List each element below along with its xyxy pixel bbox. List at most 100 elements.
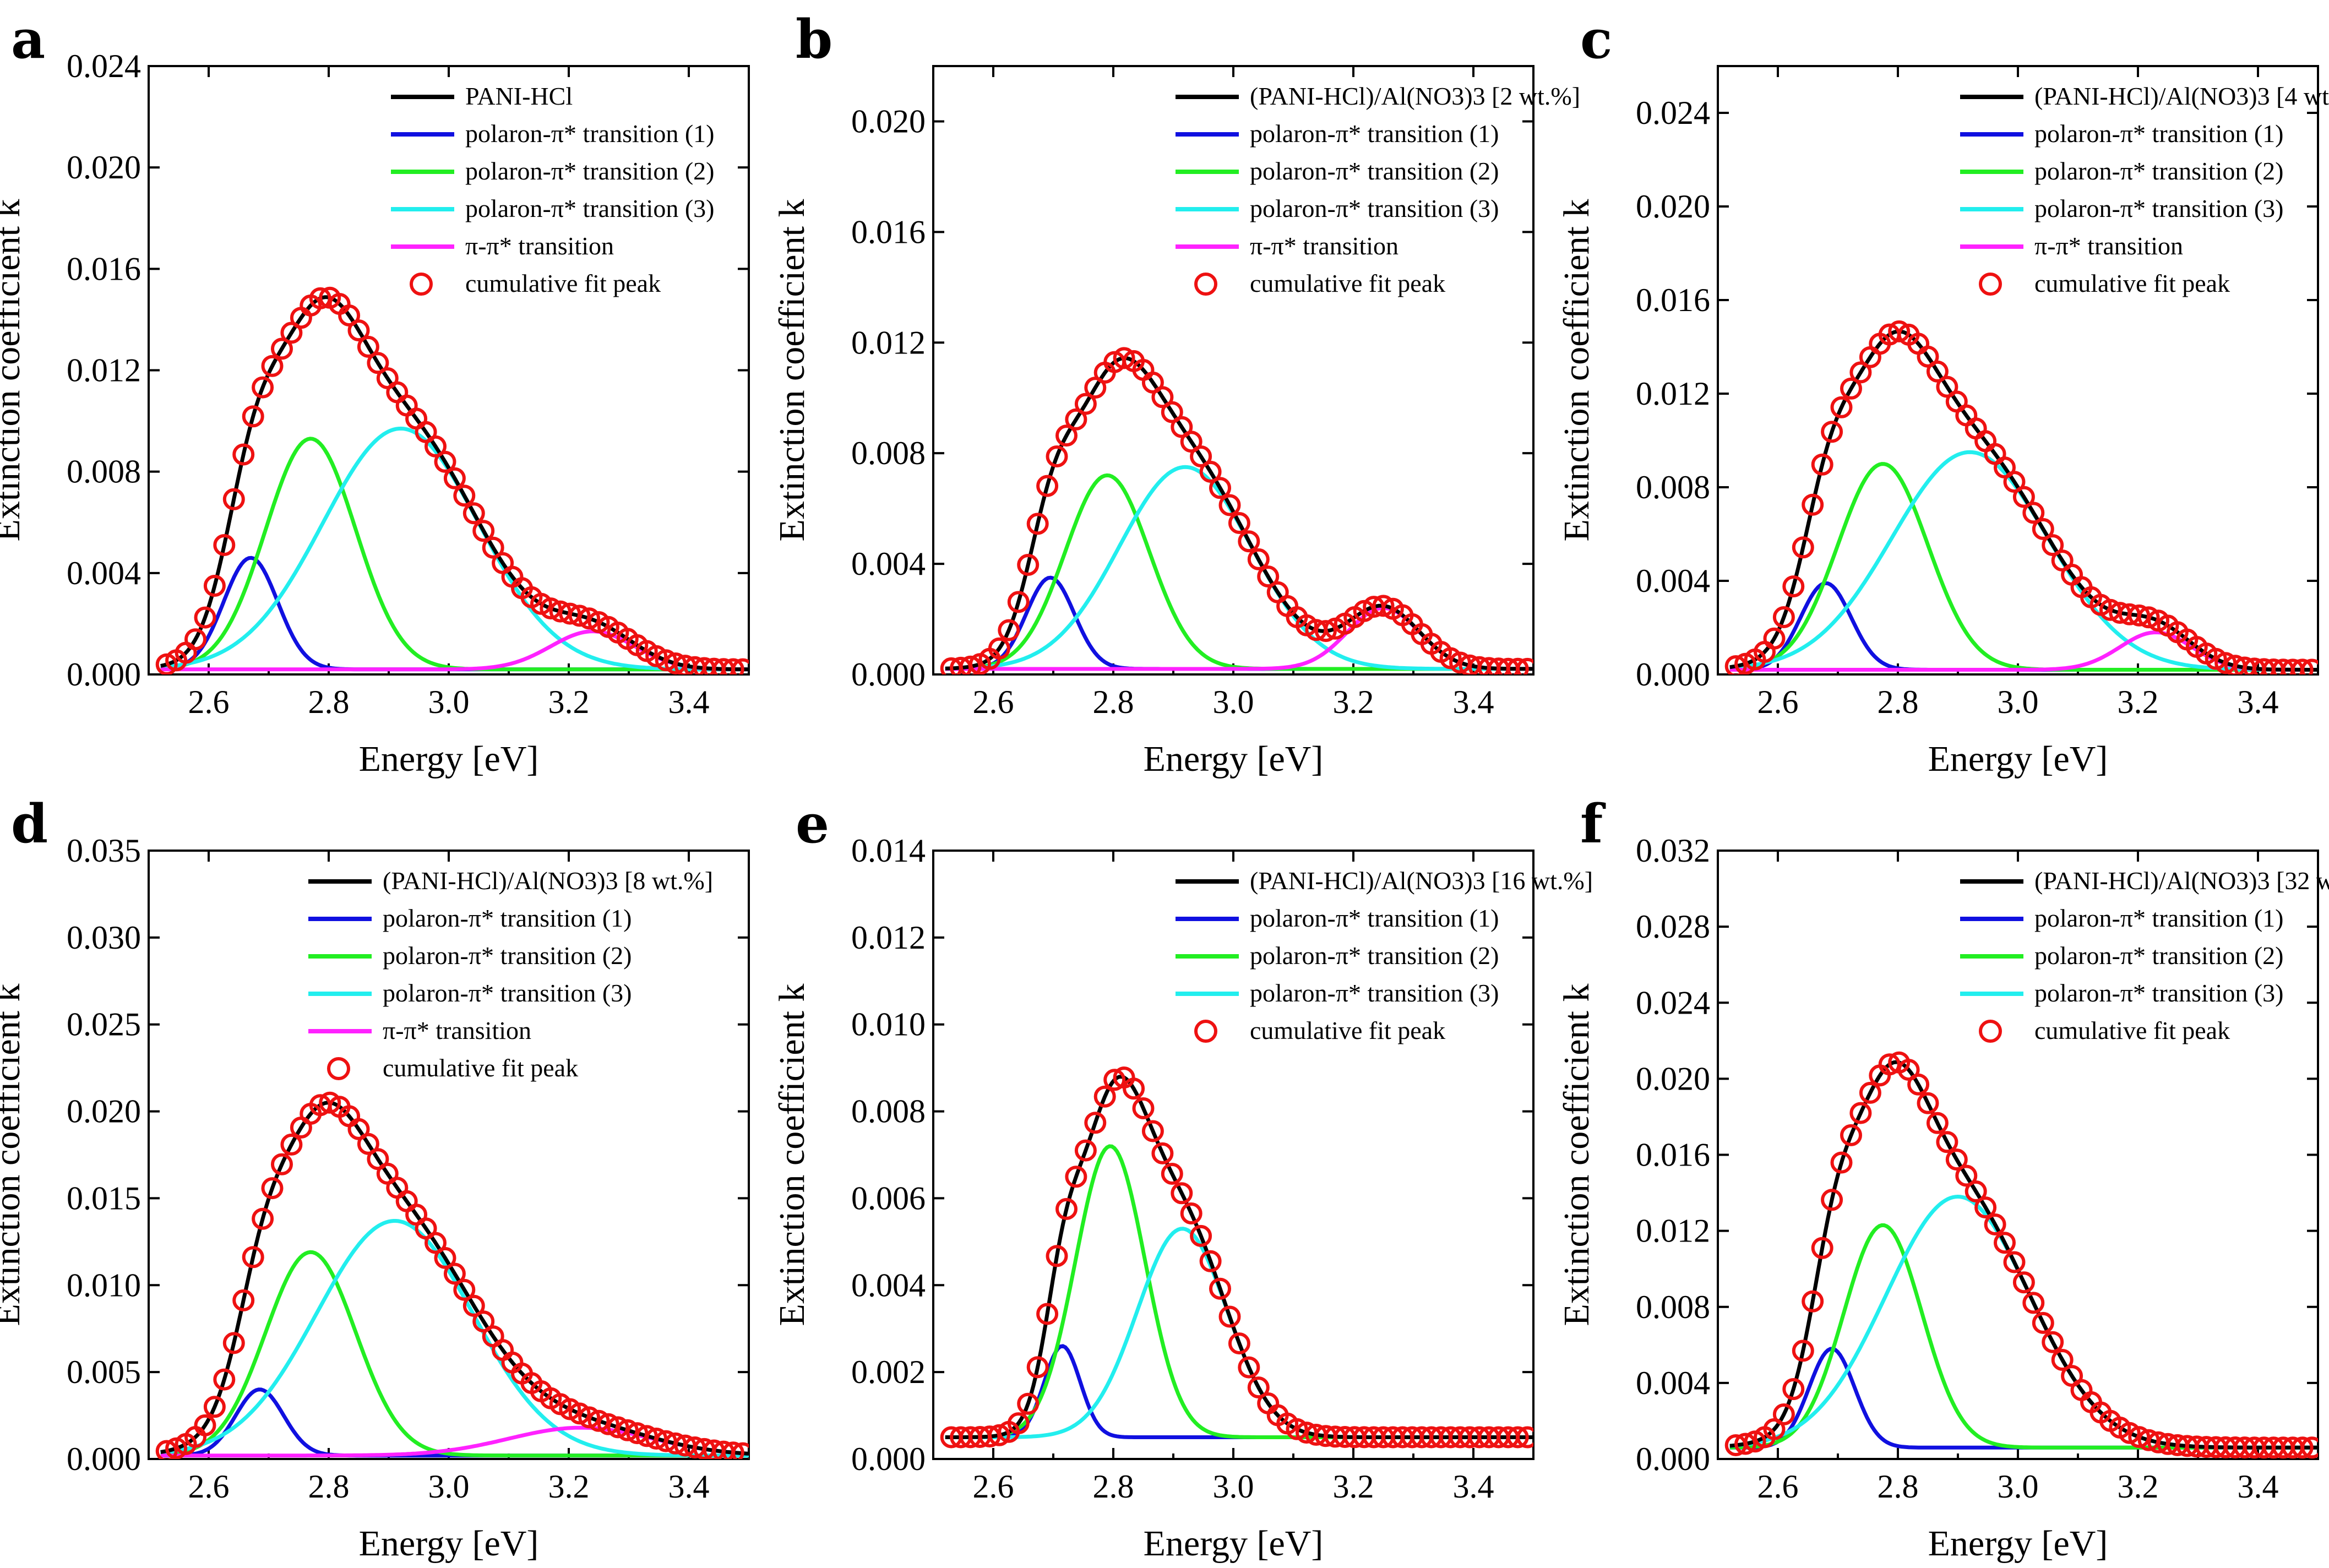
legend-item-fit: cumulative fit peak: [327, 1054, 578, 1082]
legend-item-total: (PANI-HCl)/Al(NO3)3 [4 wt.%]: [1960, 82, 2329, 110]
fit-point: [1190, 1224, 1212, 1247]
fit-point: [1849, 361, 1872, 384]
y-axis-label: Extinction coefficient k: [772, 199, 812, 542]
fit-point: [309, 287, 331, 309]
legend-item-p2: polaron-π* transition (2): [1960, 941, 2283, 970]
x-tick-label: 3.4: [1453, 1468, 1494, 1505]
fit-point: [462, 502, 485, 525]
y-axis-label: Extinction coefficient k: [0, 984, 28, 1326]
fit-point: [1830, 396, 1853, 418]
fit-point: [1974, 1196, 1997, 1219]
legend-label: π-π* transition: [1250, 232, 1399, 260]
fit-point: [1878, 1053, 1901, 1076]
fit-point: [732, 1442, 749, 1459]
legend-item-fit: cumulative fit peak: [410, 269, 661, 297]
panel-letter: c: [1580, 8, 1612, 70]
legend-item-p2: polaron-π* transition (2): [1176, 941, 1499, 970]
fit-point: [2032, 1311, 2054, 1334]
y-tick-label: 0.020: [67, 149, 141, 186]
y-tick-label: 0.016: [1636, 282, 1710, 318]
fit-point: [1228, 1332, 1250, 1355]
legend-label: PANI-HCl: [465, 82, 573, 110]
fit-point: [1026, 1356, 1049, 1379]
fit-point: [1017, 1392, 1040, 1415]
fit-point: [1772, 1403, 1795, 1425]
fit-point: [2051, 1349, 2074, 1371]
fit-point: [1917, 345, 1939, 368]
fit-point: [1036, 1303, 1059, 1325]
legend-item-fit: cumulative fit peak: [1979, 269, 2230, 297]
legend-label: cumulative fit peak: [1250, 1016, 1445, 1044]
x-tick-label: 2.6: [1757, 1468, 1799, 1505]
fit-point: [597, 1413, 619, 1435]
legend-item-p1: polaron-π* transition (1): [1176, 119, 1499, 148]
fit-point: [1238, 1356, 1260, 1379]
fit-point: [2022, 1292, 2045, 1314]
legend-item-p3: polaron-π* transition (3): [1960, 194, 2283, 222]
y-tick-label: 0.005: [67, 1354, 141, 1390]
fit-point: [203, 1396, 226, 1418]
fit-point: [357, 335, 379, 358]
fit-point: [2042, 1331, 2064, 1353]
fit-point: [1372, 595, 1395, 617]
fit-point: [1161, 1163, 1183, 1185]
fit-point: [1821, 421, 1843, 443]
legend-item-total: (PANI-HCl)/Al(NO3)3 [32 wt.%]: [1960, 867, 2329, 895]
series-line-total: [1729, 1060, 2318, 1450]
fit-point: [1036, 475, 1059, 497]
fit-point: [271, 337, 293, 360]
legend-item-p3: polaron-π* transition (3): [1960, 979, 2283, 1007]
y-tick-label: 0.006: [851, 1180, 926, 1216]
x-tick-label: 2.8: [308, 1468, 350, 1505]
x-tick-label: 3.0: [1213, 1468, 1254, 1505]
y-tick-label: 0.014: [851, 832, 926, 869]
fit-point: [1945, 1148, 1968, 1171]
fit-point: [1199, 1250, 1222, 1272]
fit-point: [1506, 657, 1529, 674]
fit-point: [1055, 424, 1078, 447]
fit-point: [1782, 575, 1805, 598]
y-tick-label: 0.024: [1636, 95, 1710, 131]
fit-point: [1151, 386, 1174, 409]
y-tick-label: 0.000: [1636, 1441, 1710, 1477]
legend-label: polaron-π* transition (3): [2034, 979, 2283, 1007]
fit-point: [434, 450, 456, 473]
fit-point: [1994, 1232, 2016, 1254]
fit-point: [1926, 1112, 1949, 1134]
legend-label: π-π* transition: [383, 1016, 531, 1044]
legend-label: cumulative fit peak: [465, 269, 661, 297]
fit-point: [443, 1262, 466, 1285]
legend-item-p1: polaron-π* transition (1): [391, 119, 714, 148]
fit-point: [472, 520, 495, 542]
y-tick-label: 0.008: [1636, 1289, 1710, 1325]
x-tick-label: 2.8: [1878, 1468, 1919, 1505]
legend-marker-fit: [1194, 273, 1217, 296]
fit-point: [1171, 1182, 1193, 1205]
legend-label: (PANI-HCl)/Al(NO3)3 [4 wt.%]: [2034, 82, 2329, 110]
fit-point: [1026, 513, 1049, 535]
legend-marker-fit: [410, 273, 433, 296]
fit-point: [1811, 453, 1833, 476]
x-axis-label: Energy [eV]: [1144, 739, 1324, 779]
fit-point: [1238, 530, 1260, 553]
x-tick-label: 3.4: [2238, 684, 2279, 720]
fit-point: [1965, 1180, 1987, 1202]
fit-point: [425, 435, 447, 458]
y-tick-label: 0.015: [67, 1180, 141, 1216]
legend-label: polaron-π* transition (1): [2034, 119, 2283, 148]
y-tick-label: 0.012: [851, 324, 926, 361]
fit-point: [1811, 1237, 1833, 1259]
legend-item-total: (PANI-HCl)/Al(NO3)3 [16 wt.%]: [1176, 867, 1593, 895]
legend-label: polaron-π* transition (2): [383, 941, 632, 970]
fit-point: [722, 658, 744, 674]
fit-point: [959, 655, 982, 674]
y-tick-label: 0.030: [67, 919, 141, 956]
fit-point: [203, 575, 226, 597]
legend-label: π-π* transition: [465, 232, 614, 260]
fit-point: [1840, 1124, 1862, 1146]
legend-label: polaron-π* transition (3): [1250, 194, 1499, 222]
y-tick-label: 0.016: [67, 251, 141, 287]
chart-panel-f: f 2.6 2.8 3.0 3.2 3.4 0.000 0.004 0.008 0.012 0.01…: [1557, 793, 2329, 1564]
fit-point: [443, 467, 466, 489]
